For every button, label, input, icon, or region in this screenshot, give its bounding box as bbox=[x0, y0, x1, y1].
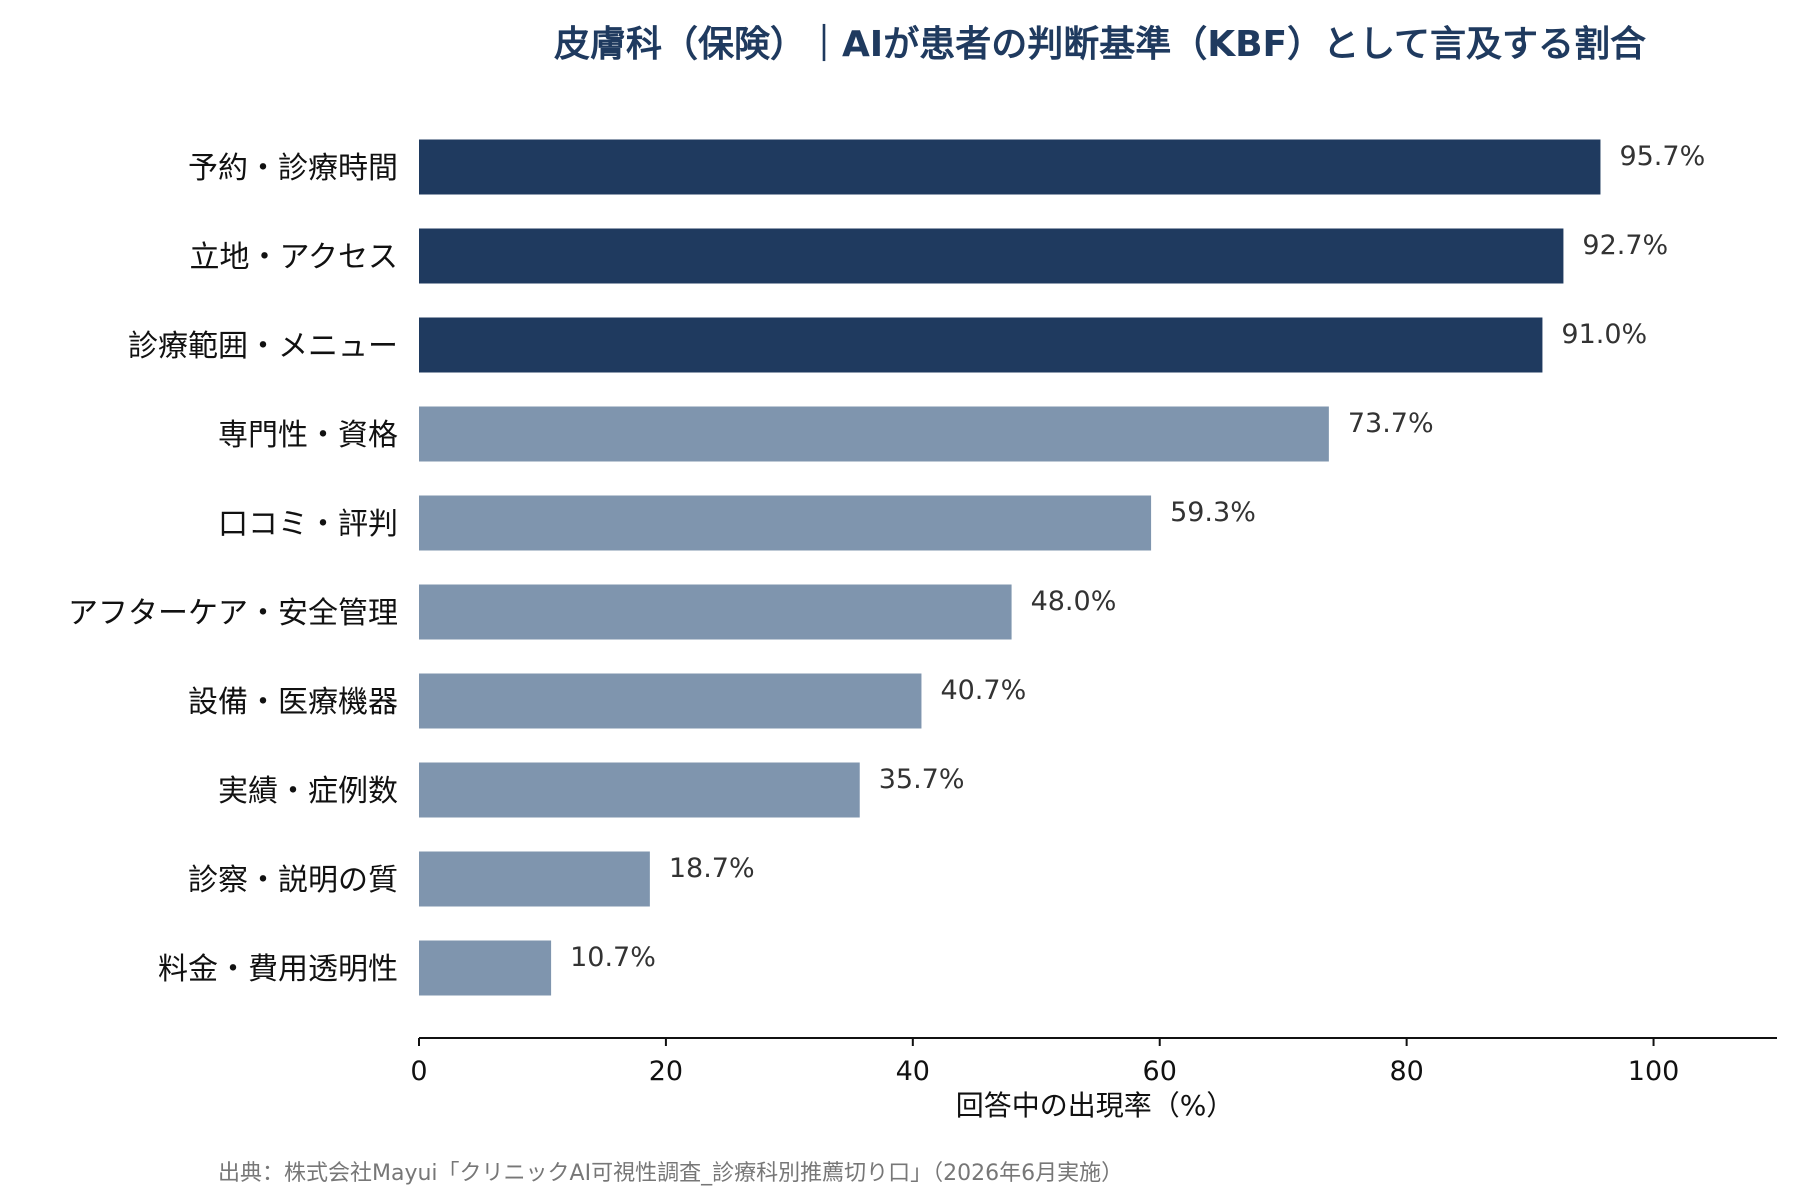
x-tick-label: 40 bbox=[896, 1056, 930, 1087]
value-label: 18.7% bbox=[669, 853, 755, 884]
category-label: アフターケア・安全管理 bbox=[68, 596, 398, 631]
value-label: 95.7% bbox=[1619, 141, 1705, 172]
bar-10 bbox=[419, 940, 552, 996]
value-label: 48.0% bbox=[1031, 586, 1117, 617]
value-label: 10.7% bbox=[570, 942, 656, 973]
value-label: 92.7% bbox=[1582, 230, 1668, 261]
x-axis: 0 20 40 60 80 100 bbox=[410, 1037, 1777, 1087]
value-label: 59.3% bbox=[1170, 497, 1256, 528]
bar-4 bbox=[419, 406, 1329, 462]
value-label: 40.7% bbox=[940, 675, 1026, 706]
value-label: 91.0% bbox=[1561, 319, 1647, 350]
bar-5 bbox=[419, 495, 1152, 551]
x-axis-title: 回答中の出現率（%） bbox=[956, 1089, 1235, 1122]
value-label: 35.7% bbox=[879, 764, 965, 795]
x-tick-label: 100 bbox=[1628, 1056, 1680, 1087]
category-label: 診察・説明の質 bbox=[188, 863, 398, 898]
bar-1 bbox=[419, 139, 1601, 195]
x-tick-label: 0 bbox=[410, 1056, 427, 1087]
source-note: 出典：株式会社Mayui「クリニックAI可視性調査_診療科別推薦切り口」（202… bbox=[218, 1161, 1123, 1186]
category-label: 診療範囲・メニュー bbox=[128, 329, 398, 364]
x-tick-label: 80 bbox=[1389, 1056, 1423, 1087]
x-tick-label: 60 bbox=[1143, 1056, 1177, 1087]
category-label: 予約・診療時間 bbox=[188, 151, 398, 186]
x-tick-label: 20 bbox=[649, 1056, 683, 1087]
bar-9 bbox=[419, 851, 650, 907]
category-label: 専門性・資格 bbox=[218, 418, 398, 453]
category-label: 口コミ・評判 bbox=[218, 507, 398, 542]
chart-title: 皮膚科（保険）｜AIが患者の判断基準（KBF）として言及する割合 bbox=[554, 23, 1646, 65]
bar-3 bbox=[419, 317, 1543, 373]
value-label: 73.7% bbox=[1348, 408, 1434, 439]
bar-6 bbox=[419, 584, 1012, 640]
bar-8 bbox=[419, 762, 860, 818]
bar-7 bbox=[419, 673, 922, 729]
bars-group: 予約・診療時間 95.7% 立地・アクセス 92.7% 診療範囲・メニュー 91.0% 専門… bbox=[68, 139, 1705, 996]
category-label: 料金・費用透明性 bbox=[158, 952, 398, 987]
category-label: 実績・症例数 bbox=[218, 774, 398, 809]
category-label: 立地・アクセス bbox=[190, 240, 399, 275]
bar-2 bbox=[419, 228, 1564, 284]
category-label: 設備・医療機器 bbox=[188, 685, 398, 720]
